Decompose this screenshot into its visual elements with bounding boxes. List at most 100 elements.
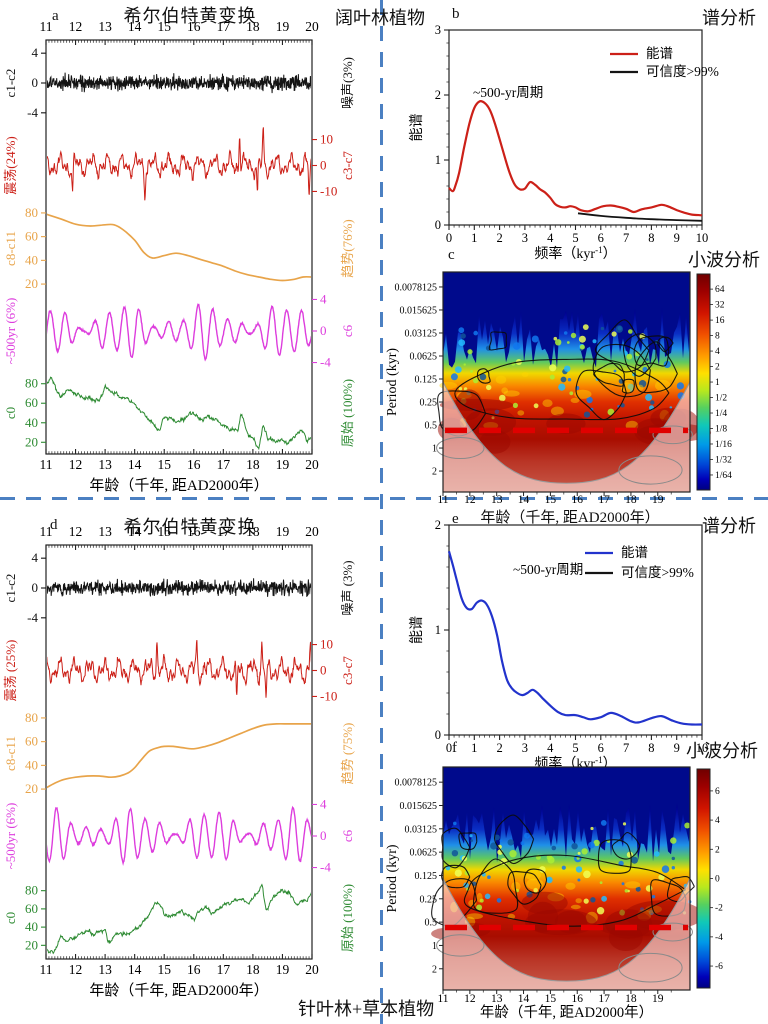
svg-text:c8-c11: c8-c11	[3, 231, 18, 266]
svg-text:14: 14	[128, 457, 142, 472]
svg-text:-10: -10	[320, 183, 337, 198]
series-0	[47, 578, 311, 597]
svg-text:2: 2	[715, 363, 720, 373]
svg-text:14: 14	[518, 993, 530, 1005]
svg-text:噪声(3%): 噪声(3%)	[340, 57, 355, 109]
svg-text:13: 13	[98, 19, 112, 34]
svg-text:c0: c0	[3, 407, 18, 419]
svg-text:2: 2	[432, 467, 437, 478]
svg-text:15: 15	[157, 962, 171, 977]
svg-text:5: 5	[572, 231, 578, 245]
svg-text:40: 40	[25, 919, 38, 934]
svg-text:16: 16	[715, 316, 725, 326]
svg-text:0.0625: 0.0625	[410, 848, 438, 859]
svg-text:1: 1	[432, 444, 437, 455]
svg-text:17: 17	[217, 457, 231, 472]
svg-text:40: 40	[25, 252, 38, 267]
svg-text:2: 2	[496, 741, 502, 755]
svg-text:64: 64	[715, 285, 725, 295]
svg-text:~500yr (6%): ~500yr (6%)	[3, 803, 18, 870]
svg-text:12: 12	[69, 962, 83, 977]
svg-text:0: 0	[435, 218, 441, 232]
svg-text:c1-c2: c1-c2	[3, 574, 18, 603]
svg-text:0.5: 0.5	[425, 918, 438, 929]
wavelet-title-bottom: 小波分析	[686, 741, 758, 761]
svg-text:80: 80	[25, 376, 38, 391]
svg-text:12: 12	[464, 993, 476, 1005]
svg-text:~500yr (6%): ~500yr (6%)	[3, 298, 18, 365]
svg-text:16: 16	[571, 993, 583, 1005]
svg-text:15: 15	[157, 19, 171, 34]
svg-text:14: 14	[128, 962, 142, 977]
spectral-title-top: 谱分析	[702, 8, 756, 28]
svg-text:17: 17	[217, 19, 231, 34]
svg-text:1/32: 1/32	[715, 455, 732, 465]
svg-text:能谱: 能谱	[409, 616, 425, 644]
svg-text:13: 13	[98, 524, 112, 539]
svg-text:可信度>99%: 可信度>99%	[621, 565, 694, 580]
svg-text:10: 10	[320, 132, 333, 147]
svg-text:1/8: 1/8	[715, 425, 727, 435]
svg-text:20: 20	[305, 19, 319, 34]
svg-text:8: 8	[648, 741, 654, 755]
region-label-conifer: 针叶林+草本植物	[298, 999, 435, 1019]
svg-text:趋势 (75%): 趋势 (75%)	[340, 723, 355, 785]
svg-text:17: 17	[217, 524, 231, 539]
svg-text:2: 2	[435, 518, 441, 532]
svg-text:-6: -6	[715, 962, 723, 972]
svg-text:13: 13	[491, 993, 503, 1005]
svg-text:15: 15	[157, 457, 171, 472]
svg-text:能谱: 能谱	[646, 46, 673, 61]
series-4	[47, 883, 311, 955]
svg-text:17: 17	[217, 962, 231, 977]
svg-text:可信度>99%: 可信度>99%	[646, 64, 719, 79]
svg-text:2: 2	[715, 845, 720, 855]
svg-text:0.0625: 0.0625	[410, 351, 438, 362]
colorbar	[696, 768, 711, 989]
svg-text:7: 7	[623, 231, 629, 245]
colorbar	[696, 273, 711, 491]
svg-text:0: 0	[715, 874, 720, 884]
svg-text:0.03125: 0.03125	[405, 824, 438, 835]
svg-text:4: 4	[320, 291, 327, 306]
wavelet-power-field	[436, 272, 712, 492]
panel-d-title: 希尔伯特黄变换	[123, 517, 257, 537]
series-0	[47, 72, 311, 94]
svg-text:1: 1	[432, 941, 437, 952]
region-label-broadleaf: 阔叶林植物	[335, 8, 425, 28]
svg-text:11: 11	[437, 993, 448, 1005]
panel-letter-e: e	[452, 511, 459, 527]
svg-text:11: 11	[40, 962, 53, 977]
svg-text:-10: -10	[320, 688, 337, 703]
hht-chart-conifer: 11 11 12 12 13 13 14 14 15 15 16 16 17 17 18 18 19 19 20 20…	[3, 524, 355, 999]
svg-text:60: 60	[25, 395, 38, 410]
cone-of-influence	[443, 878, 690, 990]
svg-text:-4: -4	[27, 610, 38, 625]
svg-text:7: 7	[623, 741, 629, 755]
svg-text:18: 18	[246, 19, 260, 34]
svg-text:0.03125: 0.03125	[405, 328, 438, 339]
power-spectrum-curve	[447, 551, 703, 726]
svg-text:13: 13	[491, 494, 503, 506]
series-1	[47, 640, 311, 698]
series-1	[47, 127, 311, 201]
svg-text:60: 60	[25, 229, 38, 244]
svg-text:4: 4	[547, 741, 554, 755]
svg-text:c0: c0	[3, 912, 18, 924]
svg-text:11: 11	[40, 457, 53, 472]
svg-text:18: 18	[246, 524, 260, 539]
svg-text:10: 10	[696, 231, 709, 245]
svg-text:0: 0	[435, 728, 441, 742]
svg-text:3: 3	[522, 231, 528, 245]
hht-chart-broadleaf: 11 11 12 12 13 13 14 14 15 15 16 16 17 17 18 18 19 19 20 20…	[3, 19, 355, 494]
svg-text:3: 3	[522, 741, 528, 755]
svg-text:19: 19	[276, 524, 290, 539]
svg-text:18: 18	[246, 962, 260, 977]
svg-text:12: 12	[464, 494, 476, 506]
svg-text:20: 20	[25, 434, 38, 449]
svg-text:~500-yr周期: ~500-yr周期	[473, 85, 543, 100]
svg-text:19: 19	[276, 457, 290, 472]
svg-text:14: 14	[518, 494, 530, 506]
